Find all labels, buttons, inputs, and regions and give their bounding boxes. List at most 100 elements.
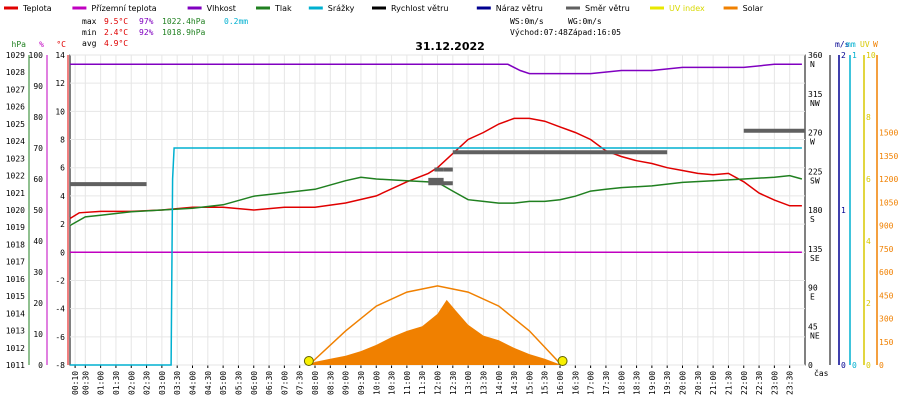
press-tick-7: 1022: [6, 172, 25, 181]
stat-avg-temp: 4.9°C: [104, 39, 128, 48]
x-tick-label-10: 05:00: [219, 371, 228, 395]
press-tick-8: 1021: [6, 189, 25, 198]
uv-tick-5: 0: [866, 361, 871, 370]
temp-tick-2: 10: [55, 107, 65, 116]
solar-tick-2: 1200: [879, 175, 898, 184]
series-solar: [308, 299, 562, 365]
legend: Teplota Přízemní teplota Vlhkost Tlak Srážky…: [4, 4, 764, 13]
x-tick-label-15: 07:30: [296, 371, 305, 395]
x-tick-label-22: 11:00: [403, 371, 412, 395]
x-tick-label-47: 23:30: [786, 371, 795, 395]
temp-tick-9: -4: [55, 305, 65, 314]
uv-tick-0: 10: [866, 51, 876, 60]
x-tick-label-28: 14:00: [495, 371, 504, 395]
legend-label-6: Náraz větru: [496, 4, 543, 13]
x-tick-label-35: 17:30: [602, 371, 611, 395]
x-tick-label-29: 14:30: [510, 371, 519, 395]
temp-tick-0: 14: [55, 51, 65, 60]
x-tick-label-34: 17:00: [587, 371, 596, 395]
hum-tick-3: 70: [33, 144, 43, 153]
hum-tick-8: 20: [33, 299, 43, 308]
sun-marker-1: [557, 356, 568, 366]
x-tick-label-27: 13:30: [479, 371, 488, 395]
press-tick-5: 1024: [6, 137, 25, 146]
solar-tick-8: 300: [879, 315, 894, 324]
x-tick-label-24: 12:00: [434, 371, 443, 395]
x-tick-label-45: 22:30: [755, 371, 764, 395]
stat-max-label: max: [82, 17, 97, 26]
rain-tick-0: 1: [852, 51, 857, 60]
dir-tick-2: 270: [808, 129, 823, 138]
x-tick-label-3: 01:30: [112, 371, 121, 395]
press-tick-18: 1011: [6, 361, 25, 370]
stats-box: max 9.5°C 97% 1022.4hPa 0.2mm min 2.4°C …: [82, 17, 248, 48]
press-tick-3: 1026: [6, 103, 25, 112]
press-tick-2: 1027: [6, 85, 25, 94]
temp-tick-7: 0: [60, 248, 65, 257]
x-tick-label-30: 15:00: [525, 371, 534, 395]
uv-axis-title: UV: [860, 40, 870, 49]
x-tick-label-39: 19:30: [663, 371, 672, 395]
legend-label-5: Rychlost větru: [391, 4, 448, 13]
dir-tick-name-5: SE: [810, 254, 820, 263]
wind-tick-2: 0: [841, 361, 846, 370]
hum-axis-title: %: [39, 40, 44, 49]
x-tick-label-20: 10:00: [372, 371, 381, 395]
hum-tick-0: 100: [29, 51, 44, 60]
solar-tick-9: 150: [879, 338, 894, 347]
x-tick-label-42: 21:00: [709, 371, 718, 395]
legend-label-0: Teplota: [22, 4, 52, 13]
wind-info: WS:0m/s WG:0m/s Východ:07:48 Západ:16:05: [510, 17, 621, 37]
wind-gust-value: WG:0m/s: [568, 17, 602, 26]
solar-axis-title: W: [873, 40, 878, 49]
hum-tick-5: 50: [33, 206, 43, 215]
temp-tick-11: -8: [55, 361, 65, 370]
stat-min-label: min: [82, 28, 97, 37]
series-sr-ky: [70, 147, 802, 366]
stat-min-hum: 92%: [139, 28, 154, 37]
dir-tick-name-4: S: [810, 215, 815, 224]
temp-tick-5: 4: [60, 192, 65, 201]
press-tick-10: 1019: [6, 223, 25, 232]
press-tick-17: 1012: [6, 344, 25, 353]
dir-tick-6: 90: [808, 284, 818, 293]
hum-tick-2: 80: [33, 113, 43, 122]
x-tick-label-40: 20:00: [679, 371, 688, 395]
wind-tick-0: 2: [841, 51, 846, 60]
stat-max-press: 1022.4hPa: [162, 17, 206, 26]
dir-tick-4: 180: [808, 206, 823, 215]
legend-label-1: Přízemní teplota: [91, 4, 156, 13]
x-tick-label-21: 10:30: [388, 371, 397, 395]
press-tick-13: 1016: [6, 275, 25, 284]
press-tick-14: 1015: [6, 292, 25, 301]
hum-tick-10: 0: [38, 361, 43, 370]
solar-tick-3: 1050: [879, 198, 898, 207]
legend-label-4: Srážky: [328, 4, 355, 13]
dir-tick-name-7: NE: [810, 331, 820, 340]
temp-tick-6: 2: [60, 220, 65, 229]
series-teplota: [69, 117, 802, 220]
uv-tick-1: 8: [866, 113, 871, 122]
dir-tick-name-6: E: [810, 293, 815, 302]
legend-label-2: Vlhkost: [207, 4, 236, 13]
x-tick-label-11: 05:30: [234, 371, 243, 395]
x-tick-label-4: 02:00: [127, 371, 136, 395]
stat-max-rain: 0.2mm: [224, 17, 248, 26]
x-tick-label-17: 08:30: [326, 371, 335, 395]
x-tick-label-16: 08:00: [311, 371, 320, 395]
x-tick-label-0: 00:10: [71, 371, 80, 395]
x-tick-label-44: 22:00: [740, 371, 749, 395]
press-tick-11: 1018: [6, 240, 25, 249]
solar-tick-4: 900: [879, 222, 894, 231]
x-tick-label-18: 09:00: [342, 371, 351, 395]
hum-tick-9: 10: [33, 330, 43, 339]
dir-tick-name-0: N: [810, 60, 815, 69]
press-tick-0: 1029: [6, 51, 25, 60]
clear-sky-curve: [308, 285, 563, 366]
series-vlhkost: [70, 63, 802, 75]
x-tick-label-8: 04:00: [189, 371, 198, 395]
x-tick-label-25: 12:30: [449, 371, 458, 395]
dir-tick-5: 135: [808, 245, 823, 254]
press-tick-16: 1013: [6, 327, 25, 336]
temp-axis-title: °C: [56, 40, 66, 49]
